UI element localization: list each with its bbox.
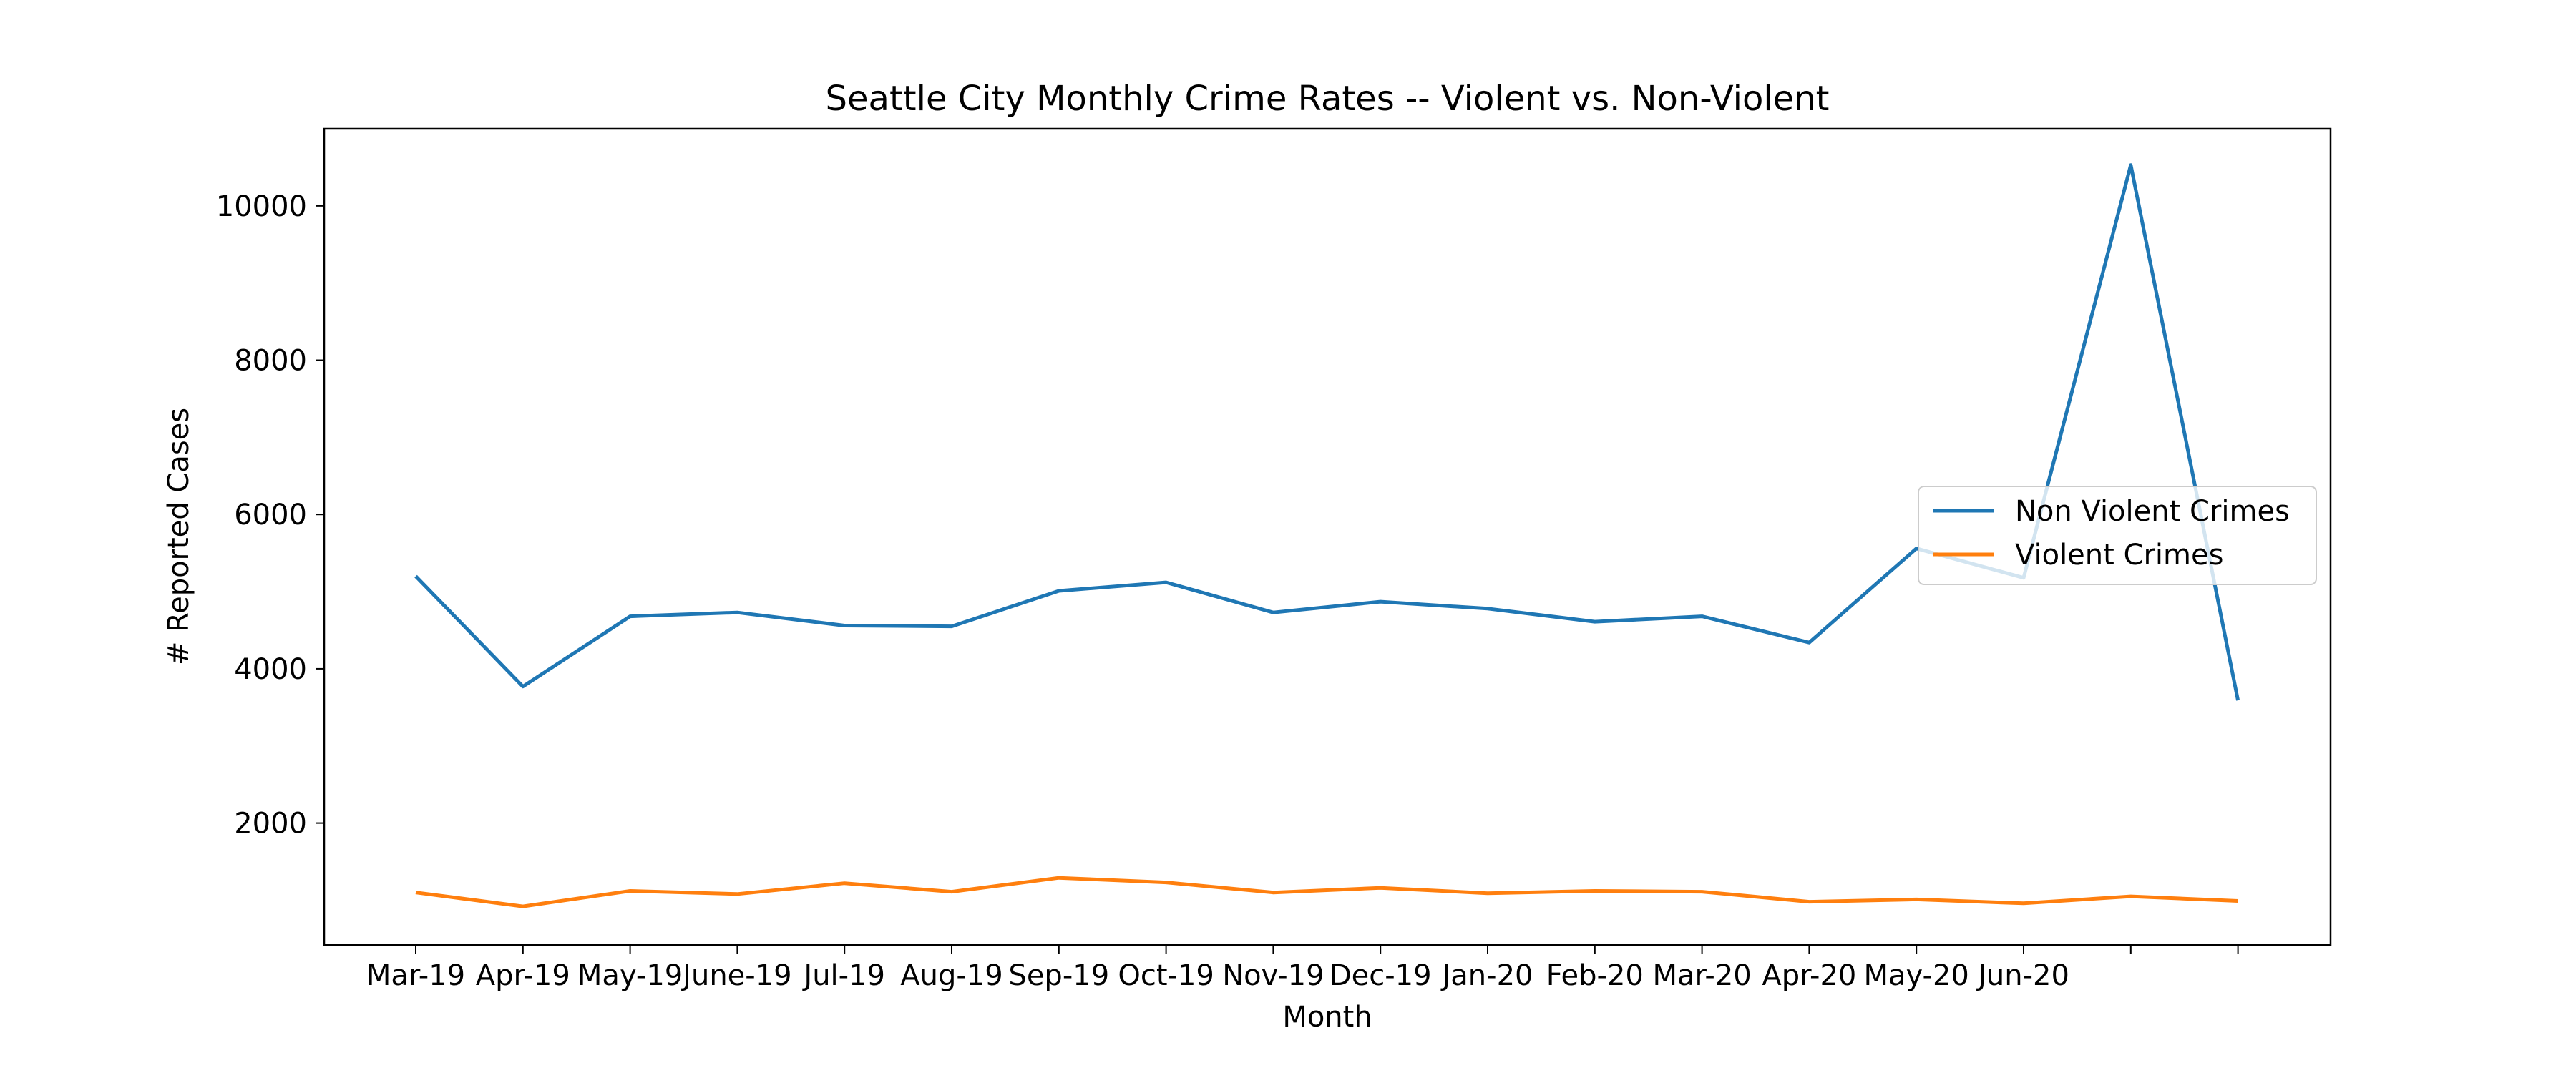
x-axis-label: Month	[1282, 1001, 1372, 1034]
x-tick-label: Mar-20	[1652, 959, 1751, 992]
x-tick-label: Jun-20	[1976, 959, 2069, 992]
series-line-1	[415, 876, 2238, 908]
legend: Non Violent Crimes Violent Crimes	[1918, 486, 2317, 585]
y-axis: 2000 4000 6000 8000 10000	[216, 190, 324, 841]
x-tick-label: Jan-20	[1440, 959, 1533, 992]
x-tick-label: Feb-20	[1546, 959, 1644, 992]
x-tick-label: Apr-20	[1762, 959, 1856, 992]
legend-label: Non Violent Crimes	[2015, 495, 2290, 528]
y-tick-label: 8000	[234, 345, 307, 378]
x-tick-label: May-20	[1864, 959, 1969, 992]
y-tick-label: 4000	[234, 653, 307, 686]
legend-box	[1918, 486, 2317, 585]
y-tick-label: 6000	[234, 499, 307, 531]
y-tick-label: 10000	[216, 190, 307, 223]
y-tick-label: 2000	[234, 808, 307, 841]
x-tick-label: Jul-19	[801, 959, 885, 992]
y-axis-label: # Reported Cases	[162, 408, 195, 665]
x-tick-label: Dec-19	[1330, 959, 1432, 992]
x-tick-label: June-19	[680, 959, 791, 992]
plot-frame	[323, 127, 2332, 946]
x-tick-label: May-19	[577, 959, 683, 992]
x-tick-label: Apr-19	[476, 959, 570, 992]
chart-title: Seattle City Monthly Crime Rates -- Viol…	[826, 79, 1830, 119]
x-tick-label: Aug-19	[900, 959, 1002, 992]
x-tick-label: Mar-19	[366, 959, 465, 992]
x-tick-label: Oct-19	[1118, 959, 1214, 992]
legend-label: Violent Crimes	[2015, 539, 2223, 572]
x-axis: Mar-19 Apr-19 May-19 June-19 Jul-19 Aug-19 Sep…	[366, 945, 2239, 992]
x-tick-label: Sep-19	[1008, 959, 1109, 992]
x-tick-label: Nov-19	[1222, 959, 1324, 992]
